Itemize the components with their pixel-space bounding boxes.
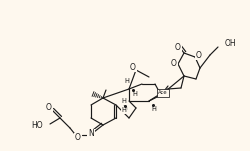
Text: O: O — [196, 50, 202, 59]
Text: O: O — [171, 59, 177, 69]
Text: H: H — [122, 98, 126, 104]
Text: Ace: Ace — [158, 90, 168, 95]
Text: O: O — [130, 63, 136, 72]
Text: HO: HO — [32, 122, 43, 130]
Text: H: H — [132, 91, 138, 97]
Text: H: H — [152, 106, 156, 112]
Text: O: O — [175, 43, 181, 53]
Text: N: N — [88, 130, 94, 138]
Text: ·ḣ: ·ḣ — [122, 104, 128, 111]
Text: O: O — [46, 103, 52, 111]
Text: OH: OH — [225, 40, 236, 48]
Text: H: H — [124, 78, 130, 84]
Text: O: O — [75, 133, 81, 143]
Text: H: H — [122, 107, 126, 113]
